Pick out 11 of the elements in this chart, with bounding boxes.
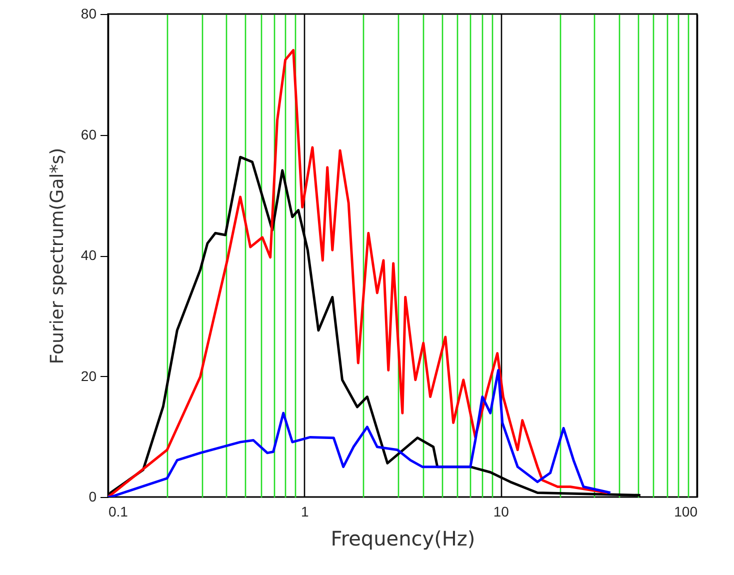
- y-tick-label: 40: [80, 247, 97, 263]
- y-tick-label: 20: [80, 368, 97, 384]
- y-axis-title: Fourier spectrum(Gal*s): [46, 148, 68, 364]
- y-tick-label: 80: [80, 6, 97, 22]
- y-tick-label: 60: [80, 126, 97, 142]
- x-tick-label: 0.1: [108, 504, 128, 520]
- x-axis-title: Frequency(Hz): [330, 526, 476, 550]
- x-tick-label: 1: [300, 504, 309, 520]
- x-tick-label: 10: [493, 504, 510, 520]
- x-tick-label: 100: [674, 504, 698, 520]
- y-tick-label: 0: [88, 488, 97, 504]
